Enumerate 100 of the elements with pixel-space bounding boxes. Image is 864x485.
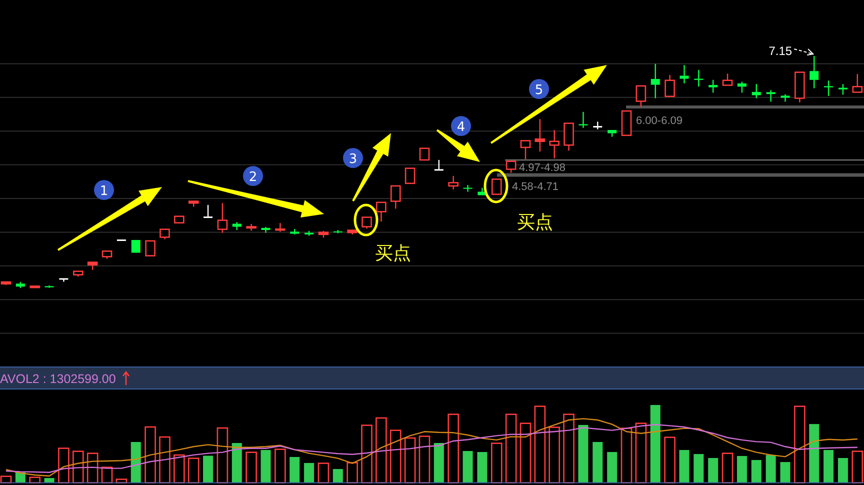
bar <box>852 450 864 484</box>
annotation: 1 <box>100 184 108 199</box>
bar <box>404 437 416 484</box>
candlestick <box>58 278 69 282</box>
bar <box>29 476 41 484</box>
bar <box>534 406 546 484</box>
bar <box>346 462 358 484</box>
candlestick <box>145 240 156 256</box>
candlestick <box>549 129 560 159</box>
bar <box>0 476 12 484</box>
candlestick <box>491 178 502 195</box>
candlestick <box>650 63 660 99</box>
candlestick <box>852 73 863 93</box>
candlestick <box>694 69 704 88</box>
bar <box>434 442 444 483</box>
bar <box>418 436 430 484</box>
candlestick <box>506 160 516 174</box>
bar <box>274 448 286 484</box>
candlestick <box>202 204 214 218</box>
bar <box>304 462 314 483</box>
annotation: 4.97-4.98 <box>519 162 566 174</box>
candlestick <box>680 64 689 84</box>
bar <box>174 454 185 484</box>
annotation: 7.15 <box>768 44 792 58</box>
bar <box>361 424 372 484</box>
bar <box>520 422 532 484</box>
candlestick <box>838 83 848 96</box>
candlestick <box>448 175 458 190</box>
bar <box>722 452 734 484</box>
annotation: 6.00-6.09 <box>636 115 682 127</box>
candlestick <box>404 168 416 184</box>
bar <box>679 450 690 483</box>
bar <box>505 414 517 484</box>
candlestick <box>217 202 228 234</box>
bar <box>664 436 676 484</box>
candlestick <box>362 216 372 230</box>
bar <box>780 462 790 483</box>
bar <box>824 450 834 483</box>
candlestick <box>592 121 603 130</box>
bar <box>766 455 776 483</box>
bar <box>607 452 618 483</box>
bar <box>246 452 257 484</box>
bar <box>477 452 488 483</box>
bar <box>578 424 588 483</box>
bar <box>548 426 560 484</box>
bar <box>708 458 718 483</box>
bar <box>232 442 242 483</box>
candlestick <box>708 79 718 94</box>
bar <box>736 456 747 483</box>
annotation: 买点 <box>375 243 411 264</box>
candlestick <box>419 148 430 161</box>
bar <box>620 428 632 484</box>
bar <box>72 450 84 484</box>
bar <box>650 405 660 483</box>
candlestick <box>564 122 574 152</box>
bar <box>376 417 387 484</box>
bar <box>203 456 214 483</box>
annotation: 5 <box>534 83 544 98</box>
candlestick <box>810 55 819 89</box>
bar <box>159 436 170 484</box>
candlestick <box>275 222 286 232</box>
chart-title: AVOL2 : 1302599.00 <box>0 372 116 386</box>
bar <box>490 442 502 484</box>
annotation: 买点 <box>517 212 553 233</box>
candlestick <box>636 85 646 108</box>
candlestick <box>463 184 472 192</box>
bar <box>838 458 848 483</box>
candlestick <box>722 73 733 86</box>
candlestick <box>766 90 776 102</box>
bar <box>216 427 228 484</box>
bar <box>635 422 647 484</box>
bar <box>462 451 473 483</box>
bar <box>188 458 200 484</box>
candlestick <box>824 80 834 97</box>
bar <box>290 456 300 483</box>
bar <box>794 406 806 484</box>
bar <box>809 424 820 483</box>
bar <box>592 442 603 483</box>
candlestick <box>434 159 444 171</box>
bar <box>130 442 141 483</box>
bar <box>694 454 704 483</box>
bar <box>260 450 271 483</box>
candlestick <box>390 185 401 210</box>
candlestick <box>752 83 761 99</box>
candlestick <box>578 111 588 129</box>
bar <box>144 426 156 484</box>
bar <box>563 414 574 484</box>
annotation: 2 <box>248 170 258 185</box>
annotation: 4 <box>456 120 466 135</box>
bar <box>332 469 343 483</box>
candlestick <box>160 228 170 240</box>
bar <box>751 460 762 483</box>
annotation: 4.58-4.71 <box>512 181 558 193</box>
candlestick <box>737 81 746 94</box>
candlestick <box>664 74 675 98</box>
annotation: 3 <box>348 152 358 167</box>
bar <box>58 448 70 484</box>
bar <box>318 462 330 484</box>
bar <box>390 430 402 484</box>
bar <box>448 414 459 484</box>
